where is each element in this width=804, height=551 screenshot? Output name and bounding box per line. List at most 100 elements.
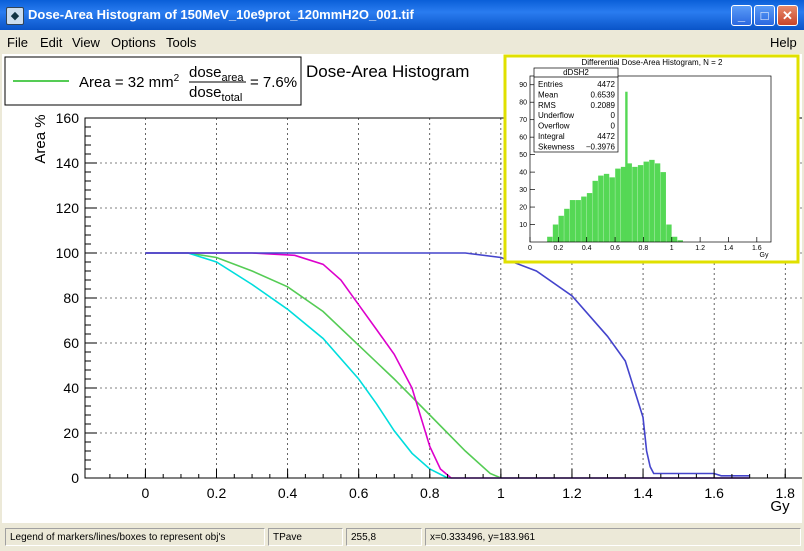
stats-value: 0 [611, 111, 616, 120]
stats-label: RMS [538, 101, 556, 110]
stats-label: Underflow [538, 111, 574, 120]
legend-suffix: = 7.6% [250, 74, 297, 91]
main-ticks: 0 0.2 0.4 0.6 0.8 1 1.2 1.4 1.6 1.802040608010012… [56, 110, 796, 501]
legend-den-main: dose [189, 84, 222, 101]
menu-view[interactable]: View [72, 35, 100, 50]
inset-bar [592, 180, 598, 242]
series-line-magenta [145, 252, 750, 479]
y-tick-label: 0 [71, 470, 79, 486]
inset-bar [569, 200, 576, 242]
menu-options[interactable]: Options [111, 35, 156, 50]
legend-box[interactable]: Area = 32 mm2 dosearea dosetotal = 7.6% [4, 56, 302, 106]
close-button[interactable]: ✕ [777, 5, 798, 26]
inset-bar [620, 166, 627, 242]
status-object: TPave [268, 528, 343, 546]
stats-label: Skewness [538, 142, 574, 151]
menu-edit[interactable]: Edit [40, 35, 63, 50]
inset-x-tick-label: 1.6 [752, 245, 762, 252]
x-tick-label: 0 [142, 485, 150, 501]
y-tick-label: 120 [56, 200, 80, 216]
inset-bar [598, 175, 604, 242]
inset-axes-frame [529, 75, 772, 243]
menu-file[interactable]: File [7, 35, 28, 50]
stats-label: Integral [538, 132, 565, 141]
x-tick-label: 1.2 [562, 485, 582, 501]
inset-title: Differential Dose-Area Histogram, N = 2 [581, 58, 723, 67]
stats-label: Entries [538, 80, 563, 89]
status-pixel: 255,8 [346, 528, 422, 546]
inset-y-tick-label: 60 [519, 135, 527, 142]
stats-value: 0 [611, 122, 616, 131]
status-description: Legend of markers/lines/boxes to represe… [5, 528, 265, 546]
stats-value: −0.3976 [586, 142, 616, 151]
y-axis-label: Area % [32, 114, 49, 163]
inset-x-tick-label: 1 [670, 245, 674, 252]
inset-bars [547, 91, 683, 242]
inset-x-tick-label: 0.4 [582, 245, 592, 252]
inset-y-tick-label: 70 [519, 117, 527, 124]
inset-x-label: Gy [760, 252, 769, 259]
y-tick-label: 160 [56, 110, 80, 126]
status-coords: x=0.333496, y=183.961 [425, 528, 801, 546]
inset-pad[interactable]: Differential Dose-Area Histogram, N = 2 … [503, 54, 800, 264]
stats-value: 0.2089 [591, 101, 616, 110]
x-tick-label: 0.6 [349, 485, 369, 501]
y-tick-label: 20 [63, 425, 79, 441]
x-tick-label: 0.2 [207, 485, 227, 501]
stats-name: dDSH2 [563, 68, 589, 77]
x-tick-label: 1.8 [775, 485, 795, 501]
legend-denominator: dosetotal [189, 84, 242, 104]
app-icon[interactable]: ◆ [6, 7, 24, 25]
inset-bar [660, 172, 666, 242]
plot-title: Dose-Area Histogram [306, 62, 469, 81]
minimize-button[interactable]: _ [731, 5, 752, 26]
inset-bar [603, 173, 610, 242]
inset-x-tick-label: 0.8 [639, 245, 649, 252]
inset-bar [666, 224, 672, 242]
plot-svg[interactable]: 0 0.2 0.4 0.6 0.8 1 1.2 1.4 1.6 1.802040608010012… [2, 54, 802, 523]
inset-bar [671, 236, 678, 242]
series-line-cyan [145, 252, 750, 479]
inset-bar [609, 177, 615, 242]
x-axis-label: Gy [770, 498, 790, 515]
legend-num-sub: area [222, 72, 245, 84]
y-tick-label: 60 [63, 335, 79, 351]
inset-x-tick-label: 0.2 [553, 245, 563, 252]
inset-ticks: 0 0.2 0.4 0.6 0.8 1 1.2 1.4 1.6 10 20 30 40 50 60 70 80 9… [519, 82, 762, 252]
stats-label: Overflow [538, 122, 570, 131]
y-tick-label: 80 [63, 290, 79, 306]
inset-y-tick-label: 50 [519, 152, 527, 159]
inset-x-tick-label: 1.4 [724, 245, 734, 252]
inset-bar [637, 165, 644, 242]
legend-den-sub: total [222, 92, 243, 104]
menu-tools[interactable]: Tools [166, 35, 197, 50]
y-tick-label: 40 [63, 380, 79, 396]
legend-prefix: Area = 32 mm [79, 74, 174, 91]
inset-bar [643, 161, 649, 242]
x-tick-label: 1 [497, 485, 505, 501]
maximize-button[interactable]: □ [754, 5, 775, 26]
inset-y-tick-label: 80 [519, 100, 527, 107]
inset-bar [615, 168, 621, 242]
inset-bar [552, 224, 559, 242]
inset-bar [649, 159, 655, 242]
main-series [145, 252, 750, 479]
inset-bar [558, 215, 564, 242]
legend-sup: 2 [174, 73, 180, 84]
stats-value: 4472 [597, 132, 615, 141]
stats-rows: Entries 4472 Mean 0.6539 RMS 0.2089 Underflow 0… [538, 80, 616, 151]
window-title: Dose-Area Histogram of 150MeV_10e9prot_1… [28, 7, 414, 22]
inset-x-tick-label: 1.2 [695, 245, 705, 252]
inset-bar [626, 163, 632, 242]
stats-frame [533, 67, 619, 153]
stats-box[interactable]: dDSH2 Entries 4472 Mean 0.6539 RMS 0.2089 Unde… [533, 67, 619, 153]
menu-help[interactable]: Help [770, 35, 797, 50]
x-tick-label: 0.8 [420, 485, 440, 501]
inset-bar [677, 240, 683, 242]
inset-bar [654, 163, 661, 242]
inset-y-tick-label: 10 [519, 222, 527, 229]
inset-y-tick-label: 30 [519, 187, 527, 194]
inset-x-tick-label: 0 [528, 245, 532, 252]
series-line-green [145, 252, 750, 479]
plot-canvas[interactable]: 0 0.2 0.4 0.6 0.8 1 1.2 1.4 1.6 1.8 0 20 40 60 80 100 12… [2, 54, 802, 523]
